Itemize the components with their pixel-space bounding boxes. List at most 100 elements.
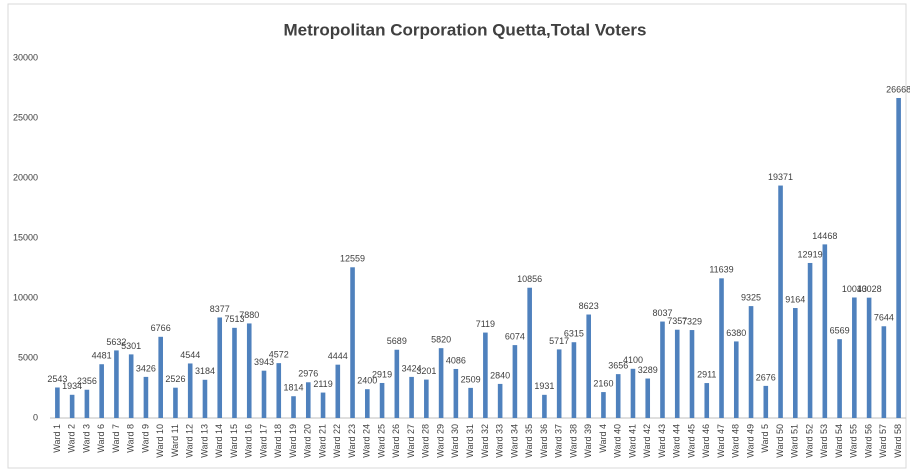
x-tick-label: Ward 58 xyxy=(893,424,903,458)
x-tick-label: Ward 5 xyxy=(760,424,770,453)
x-tick-label: Ward 3 xyxy=(81,424,91,453)
x-tick-label: Ward 11 xyxy=(170,424,180,457)
bar xyxy=(630,368,636,418)
x-tick-label: Ward 42 xyxy=(642,424,652,458)
bar xyxy=(586,314,591,418)
data-label: 1814 xyxy=(284,383,304,393)
data-label: 9325 xyxy=(741,292,761,302)
bar xyxy=(793,308,798,418)
data-label: 6315 xyxy=(564,329,584,339)
bar xyxy=(733,341,739,418)
data-label: 2840 xyxy=(490,370,510,380)
x-tick-label: Ward 49 xyxy=(745,424,755,458)
chart-title: Metropolitan Corporation Quetta,Total Vo… xyxy=(284,20,647,39)
bar xyxy=(615,374,621,418)
bar xyxy=(542,394,547,418)
x-tick-label: Ward 8 xyxy=(126,424,136,453)
data-label: 7880 xyxy=(239,310,259,320)
x-tick-label: Ward 31 xyxy=(465,424,475,458)
y-tick-label: 25000 xyxy=(13,112,38,122)
y-tick-label: 5000 xyxy=(18,352,38,362)
x-tick-label: Ward 25 xyxy=(376,424,386,458)
data-label: 8377 xyxy=(210,304,230,314)
x-tick-label: Ward 19 xyxy=(288,424,298,458)
data-label: 8037 xyxy=(652,308,672,318)
bar xyxy=(483,332,488,418)
data-label: 12559 xyxy=(340,254,365,264)
bar xyxy=(807,262,813,418)
bar xyxy=(379,382,385,418)
data-label: 3201 xyxy=(416,366,436,376)
x-tick-label: Ward 41 xyxy=(627,424,637,458)
x-tick-label: Ward 10 xyxy=(155,424,165,458)
data-label: 3424 xyxy=(402,363,422,373)
bar xyxy=(128,354,134,418)
bar xyxy=(704,383,710,418)
x-tick-label: Ward 44 xyxy=(672,424,682,458)
bar xyxy=(217,317,223,418)
x-tick-label: Ward 45 xyxy=(686,424,696,458)
bar xyxy=(748,306,754,418)
x-tick-label: Ward 32 xyxy=(480,424,490,458)
x-tick-label: Ward 21 xyxy=(317,424,327,458)
x-tick-label: Ward 51 xyxy=(790,424,800,458)
chart-border xyxy=(7,3,907,469)
x-tick-label: Ward 38 xyxy=(568,424,578,458)
data-label: 6074 xyxy=(505,331,525,341)
bar xyxy=(69,394,75,418)
x-tick-label: Ward 36 xyxy=(539,424,549,458)
x-tick-label: Ward 23 xyxy=(347,424,357,458)
data-label: 5632 xyxy=(106,337,126,347)
data-label: 10043 xyxy=(842,284,867,294)
data-label: 11639 xyxy=(709,265,733,275)
bar xyxy=(512,345,518,418)
x-tick-label: Ward 7 xyxy=(111,424,121,453)
x-tick-label: Ward 37 xyxy=(554,424,564,458)
x-tick-label: Ward 53 xyxy=(819,424,829,458)
bar xyxy=(276,363,282,418)
x-tick-label: Ward 30 xyxy=(450,424,460,458)
x-tick-label: Ward 47 xyxy=(716,424,726,458)
data-label: 2160 xyxy=(593,378,613,388)
x-tick-label: Ward 6 xyxy=(96,424,106,453)
bar xyxy=(335,364,341,418)
x-tick-label: Ward 29 xyxy=(435,424,445,458)
data-label: 7329 xyxy=(682,316,702,326)
data-label: 4100 xyxy=(623,355,643,365)
x-tick-label: Ward 1 xyxy=(52,424,62,453)
bar xyxy=(881,326,887,418)
data-label: 9164 xyxy=(785,294,805,304)
data-label: 6569 xyxy=(830,326,850,336)
data-label: 5717 xyxy=(549,336,569,346)
x-tick-label: Ward 50 xyxy=(775,424,785,458)
x-tick-label: Ward 52 xyxy=(804,424,814,458)
x-tick-label: Ward 22 xyxy=(332,424,342,458)
bar xyxy=(497,383,503,418)
x-tick-label: Ward 55 xyxy=(849,424,859,458)
y-tick-label: 0 xyxy=(33,412,38,422)
bar xyxy=(837,339,842,418)
bar xyxy=(438,348,444,418)
data-label: 4444 xyxy=(328,351,348,361)
data-label: 2356 xyxy=(77,376,97,386)
x-tick-label: Ward 35 xyxy=(524,424,534,458)
bar xyxy=(689,330,695,418)
x-tick-label: Ward 16 xyxy=(244,424,254,458)
bar xyxy=(158,336,163,418)
data-label: 4544 xyxy=(180,350,200,360)
data-label: 3184 xyxy=(195,366,215,376)
data-label: 5689 xyxy=(387,336,407,346)
bar xyxy=(719,278,724,418)
data-label: 14468 xyxy=(812,231,837,241)
bar xyxy=(468,387,473,418)
bar xyxy=(291,396,296,418)
data-label: 2976 xyxy=(298,369,318,379)
bar xyxy=(527,287,532,418)
x-tick-label: Ward 46 xyxy=(701,424,711,458)
x-tick-label: Ward 15 xyxy=(229,424,239,458)
data-label: 6766 xyxy=(151,323,171,333)
data-label: 2509 xyxy=(461,374,481,384)
x-tick-label: Ward 28 xyxy=(421,424,431,458)
bar xyxy=(556,349,562,418)
